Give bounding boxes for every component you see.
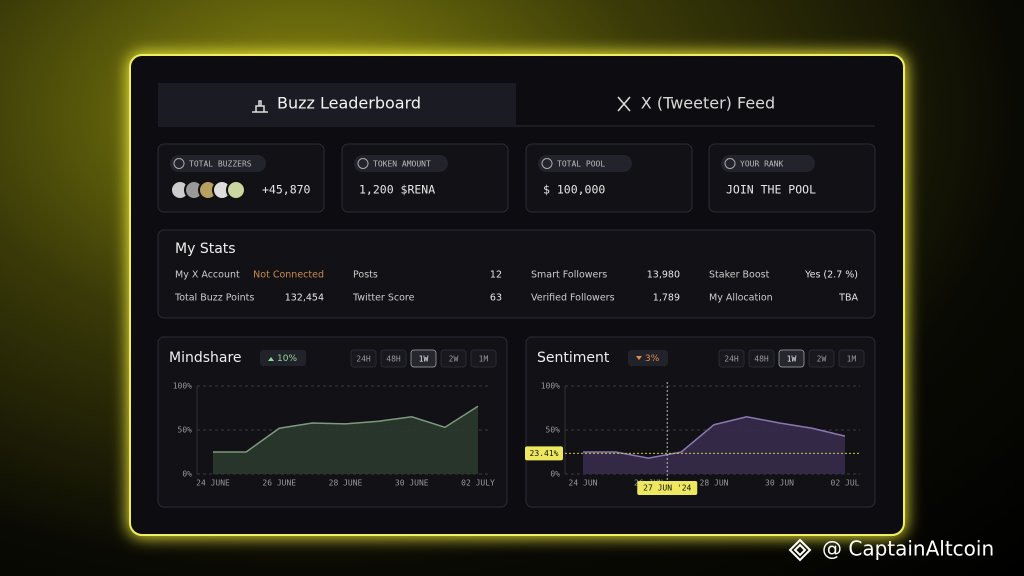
stats-box <box>157 229 876 319</box>
range-button[interactable] <box>838 349 865 368</box>
area <box>213 406 478 474</box>
tab[interactable]: X (Tweeter) Feed <box>641 94 775 113</box>
card-label: TOTAL BUZZERS <box>189 160 252 169</box>
watermark-icon <box>788 538 812 562</box>
y-tick-label: 50% <box>546 426 561 435</box>
stat-label: My X Account <box>175 270 240 281</box>
card-label-pill <box>538 155 632 172</box>
change-arrow <box>268 357 274 361</box>
chart-title: Sentiment <box>537 350 610 366</box>
active-tab-bg <box>158 83 516 125</box>
card-value: $ 100,000 <box>543 183 605 197</box>
card-value: +45,870 <box>262 183 311 197</box>
stat-label: Posts <box>353 270 378 281</box>
line <box>213 405 479 453</box>
crosshair-x-label: 27 JUN '24 <box>643 484 691 493</box>
change-badge <box>628 350 668 366</box>
stat-value: TBA <box>838 293 858 304</box>
card-value: 1,200 $RENA <box>359 183 435 197</box>
stat-card <box>341 143 509 213</box>
range-button[interactable] <box>440 349 467 368</box>
watermark: @ CaptainAltcoin <box>822 537 994 561</box>
stat-label: Staker Boost <box>709 270 770 281</box>
y-tick-label: 100% <box>541 382 560 391</box>
stat-label: Twitter Score <box>352 293 415 304</box>
range-button[interactable] <box>380 349 407 368</box>
range-button[interactable] <box>350 349 377 368</box>
y-tick-label: 100% <box>173 382 192 391</box>
stat-label: Verified Followers <box>531 293 615 304</box>
stat-card <box>525 143 693 213</box>
card-icon <box>173 158 185 169</box>
stat-value: 132,454 <box>285 293 324 304</box>
x-tick-label: 30 JUNE <box>395 479 429 488</box>
card-label: TOTAL POOL <box>557 160 605 169</box>
range-label[interactable]: 1W <box>787 355 797 364</box>
range-label[interactable]: 24H <box>356 355 371 364</box>
x-icon <box>617 96 631 112</box>
tab[interactable]: Buzz Leaderboard <box>277 94 421 113</box>
x-tick-label: 28 JUN <box>700 479 729 488</box>
change-badge <box>260 350 306 366</box>
avatar <box>226 180 246 200</box>
crosshair-y-box <box>525 446 563 461</box>
x-tick-label: 30 JUN <box>765 479 794 488</box>
range-label[interactable]: 2W <box>817 355 827 364</box>
card-label: TOKEN AMOUNT <box>373 160 431 169</box>
range-label[interactable]: 1M <box>847 355 857 364</box>
x-tick-label: 02 JULY <box>461 479 495 488</box>
stat-value: 1,789 <box>653 293 680 304</box>
range-button[interactable] <box>470 349 497 368</box>
x-tick-label: 24 JUNE <box>196 479 230 488</box>
stat-card <box>157 143 325 213</box>
y-tick-label: 50% <box>178 426 193 435</box>
card-label-pill <box>721 155 815 172</box>
card-icon <box>541 158 553 169</box>
card-icon <box>724 158 736 169</box>
chart-title: Mindshare <box>169 350 242 366</box>
stat-label: Total Buzz Points <box>174 293 254 304</box>
range-button[interactable] <box>748 349 775 368</box>
card-icon <box>357 158 369 169</box>
stat-card <box>708 143 876 213</box>
range-label[interactable]: 48H <box>754 355 769 364</box>
stat-label: My Allocation <box>709 293 773 304</box>
range-label[interactable]: 1W <box>419 355 429 364</box>
stat-value: 12 <box>490 270 502 281</box>
stat-value: 13,980 <box>647 270 680 281</box>
y-tick-label: 0% <box>182 470 192 479</box>
card-label: YOUR RANK <box>740 160 784 169</box>
area <box>583 416 845 474</box>
change-value: 3% <box>645 354 660 364</box>
line <box>583 416 846 459</box>
range-button[interactable] <box>778 349 805 368</box>
range-button[interactable] <box>410 349 437 368</box>
range-label[interactable]: 2W <box>449 355 459 364</box>
x-tick-label: 26 JUNE <box>262 479 296 488</box>
x-tick-label: 28 JUNE <box>329 479 363 488</box>
range-label[interactable]: 1M <box>479 355 489 364</box>
x-tick-label: 24 JUN <box>569 479 598 488</box>
stat-value: 63 <box>490 293 502 304</box>
change-arrow <box>636 356 642 360</box>
range-label[interactable]: 48H <box>386 355 401 364</box>
card-label-pill <box>354 155 448 172</box>
stats-title: My Stats <box>175 241 236 257</box>
x-tick-label: 02 JUL <box>831 479 860 488</box>
stat-value: Not Connected <box>253 270 324 281</box>
crosshair-y-label: 23.41% <box>530 449 559 458</box>
stat-label: Smart Followers <box>531 270 607 281</box>
card-label-pill <box>170 155 266 172</box>
range-label[interactable]: 24H <box>724 355 739 364</box>
change-value: 10% <box>277 354 297 364</box>
crosshair-x-box <box>637 481 698 495</box>
card-value: JOIN THE POOL <box>726 183 816 197</box>
range-button[interactable] <box>718 349 745 368</box>
stat-value: Yes (2.7 %) <box>804 270 858 281</box>
leaderboard-icon <box>252 100 268 113</box>
y-tick-label: 0% <box>550 470 560 479</box>
range-button[interactable] <box>808 349 835 368</box>
